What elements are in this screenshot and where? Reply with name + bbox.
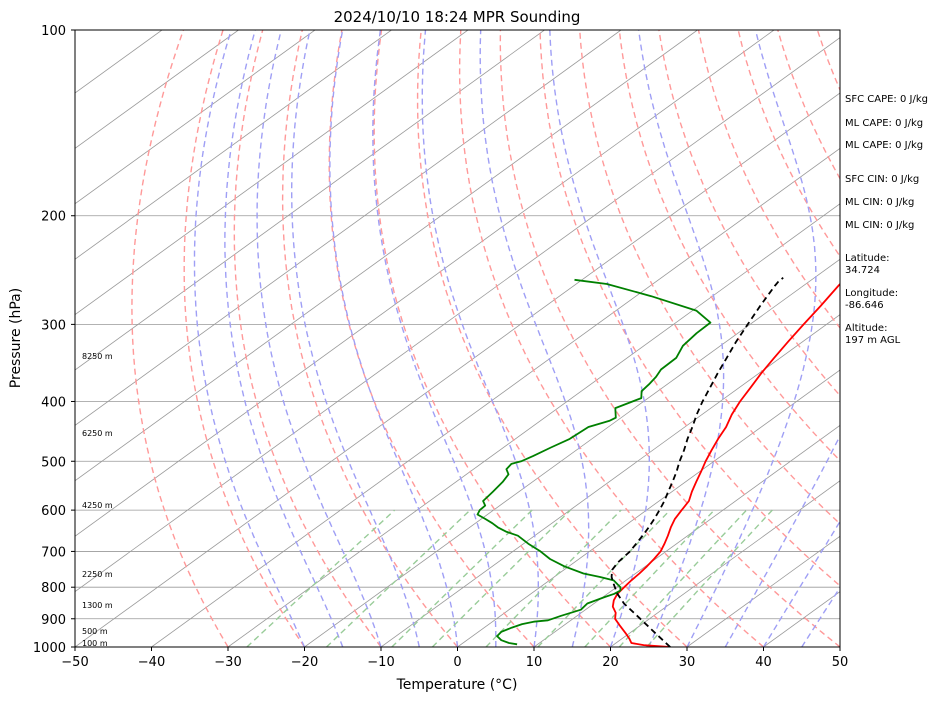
y-tick-label: 400 bbox=[41, 395, 66, 410]
longitude-label: Longitude: bbox=[845, 288, 898, 299]
profile-series-line bbox=[478, 280, 711, 645]
mixing-ratio-line bbox=[432, 510, 570, 647]
mixing-ratio-line bbox=[647, 510, 773, 647]
altitude-value: 197 m AGL bbox=[845, 335, 901, 346]
altitude-label: 2250 m bbox=[82, 570, 113, 579]
y-tick-label: 900 bbox=[41, 613, 66, 628]
sfc-cin-text: SFC CIN: 0 J/kg bbox=[845, 174, 919, 185]
dry-adiabat-line bbox=[374, 30, 610, 647]
isotherm-line bbox=[75, 30, 927, 647]
altitude-label: 8250 m bbox=[82, 352, 113, 361]
ml-cin-text: ML CIN: 0 J/kg bbox=[845, 220, 914, 231]
isotherm-line bbox=[0, 30, 851, 647]
chart-title: 2024/10/10 18:24 MPR Sounding bbox=[334, 8, 581, 26]
altitude-labels: 100 m 500 m 1300 m 2250 m 4250 m 6250 m … bbox=[82, 352, 113, 648]
y-tick-label: 200 bbox=[41, 210, 66, 225]
altitude-label: 500 m bbox=[82, 627, 108, 636]
mixing-ratio-line bbox=[486, 510, 621, 647]
dry-adiabat-line bbox=[460, 30, 764, 647]
background-lines bbox=[0, 30, 947, 647]
ml-cin-text: ML CIN: 0 J/kg bbox=[845, 197, 914, 208]
y-tick-label: 300 bbox=[41, 318, 66, 333]
dry-adiabat-line bbox=[500, 30, 840, 647]
dry-adiabat-line bbox=[132, 30, 228, 647]
y-tick-label: 100 bbox=[41, 24, 66, 39]
dry-adiabat-line bbox=[329, 30, 534, 647]
isotherm-line bbox=[0, 30, 468, 647]
moist-adiabat-line bbox=[195, 30, 305, 647]
moist-adiabat-line bbox=[373, 30, 496, 647]
moist-adiabat-line bbox=[330, 30, 458, 647]
longitude-value: -86.646 bbox=[845, 300, 884, 311]
moist-adiabat-line bbox=[639, 30, 724, 647]
dry-adiabat-line bbox=[234, 30, 381, 647]
y-tick-label: 800 bbox=[41, 581, 66, 596]
ml-cape-text: ML CAPE: 0 J/kg bbox=[845, 118, 923, 129]
x-axis-label: Temperature (°C) bbox=[396, 677, 518, 693]
x-tick-label: −30 bbox=[214, 655, 241, 670]
isotherm-line bbox=[0, 30, 162, 647]
altitude-label: 6250 m bbox=[82, 429, 113, 438]
altitude-label: 4250 m bbox=[82, 501, 113, 510]
x-tick-label: −20 bbox=[291, 655, 318, 670]
y-axis-label: Pressure (hPa) bbox=[8, 288, 24, 388]
altitude-label: 100 m bbox=[82, 639, 108, 648]
x-tick-label: 20 bbox=[602, 655, 619, 670]
x-tick-label: 50 bbox=[832, 655, 849, 670]
side-panel: SFC CAPE: 0 J/kg ML CAPE: 0 J/kg ML CAPE… bbox=[845, 94, 928, 346]
x-tick-label: 40 bbox=[755, 655, 772, 670]
profile-lines bbox=[478, 236, 890, 647]
sfc-cape-text: SFC CAPE: 0 J/kg bbox=[845, 94, 928, 105]
dry-adiabat-line bbox=[936, 30, 947, 647]
altitude-label: 1300 m bbox=[82, 601, 113, 610]
axis-ticks: −50 −40 −30 −20 −10 0 10 20 30 40 50 1000 900 800 700 6… bbox=[33, 24, 848, 670]
x-tick-label: 10 bbox=[526, 655, 543, 670]
y-tick-label: 1000 bbox=[33, 641, 66, 656]
moist-adiabat-line bbox=[422, 30, 538, 647]
latitude-label: Latitude: bbox=[845, 253, 890, 264]
moist-adiabat-line bbox=[687, 30, 816, 647]
x-tick-label: −10 bbox=[367, 655, 394, 670]
altitude-text-label: Altitude: bbox=[845, 323, 887, 334]
ml-cape-text: ML CAPE: 0 J/kg bbox=[845, 140, 923, 151]
mixing-ratio-line bbox=[392, 510, 532, 647]
y-tick-label: 500 bbox=[41, 455, 66, 470]
x-tick-label: −50 bbox=[61, 655, 88, 670]
latitude-value: 34.724 bbox=[845, 265, 880, 276]
moist-adiabat-line bbox=[550, 30, 650, 647]
y-tick-label: 700 bbox=[41, 545, 66, 560]
x-tick-label: −40 bbox=[138, 655, 165, 670]
mixing-ratio-line bbox=[247, 510, 395, 647]
y-tick-label: 600 bbox=[41, 504, 66, 519]
x-tick-label: 30 bbox=[679, 655, 696, 670]
dry-adiabat-line bbox=[283, 30, 458, 647]
x-tick-label: 0 bbox=[453, 655, 461, 670]
